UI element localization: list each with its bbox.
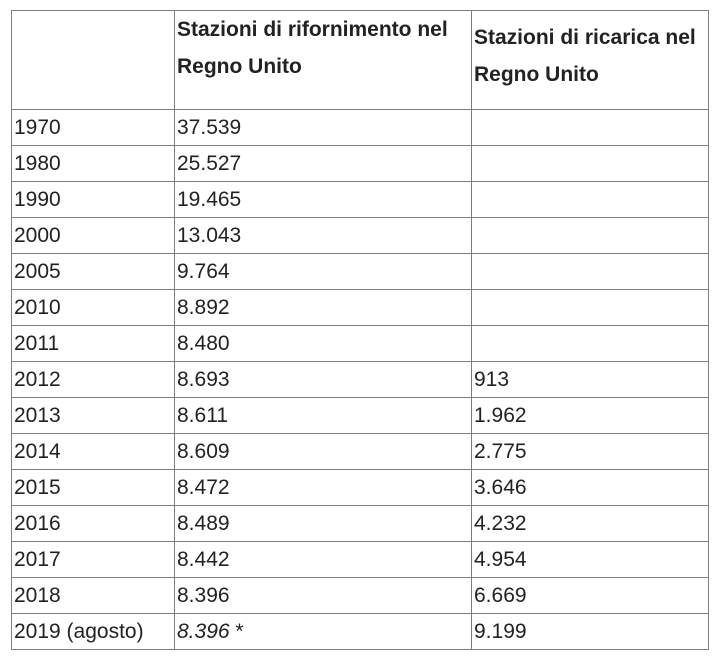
table-row: 2017 8.442 4.954 [11, 541, 709, 578]
year-cell: 2018 [11, 577, 175, 614]
table-row: 1970 37.539 [11, 109, 709, 146]
table-row: 2016 8.489 4.232 [11, 505, 709, 542]
charge-cell: 4.954 [471, 541, 709, 578]
refuel-cell: 13.043 [174, 217, 472, 254]
year-cell: 2005 [11, 253, 175, 290]
table-row: 2000 13.043 [11, 217, 709, 254]
charge-cell [471, 181, 709, 218]
table-row: 2015 8.472 3.646 [11, 469, 709, 506]
table-row: 2012 8.693 913 [11, 361, 709, 398]
refuel-cell: 8.480 [174, 325, 472, 362]
refuel-cell: 8.472 [174, 469, 472, 506]
year-cell: 2015 [11, 469, 175, 506]
charge-cell [471, 217, 709, 254]
charge-cell [471, 109, 709, 146]
refuel-cell: 8.892 [174, 289, 472, 326]
table-row: 2005 9.764 [11, 253, 709, 290]
refuel-cell: 9.764 [174, 253, 472, 290]
charge-cell: 913 [471, 361, 709, 398]
charge-cell: 1.962 [471, 397, 709, 434]
charge-cell [471, 325, 709, 362]
refuel-cell: 25.527 [174, 145, 472, 182]
year-cell: 2010 [11, 289, 175, 326]
refuel-value-estimate: 8.396 [177, 619, 230, 643]
table-header-row: Stazioni di rifornimento nel Regno Unito… [11, 10, 709, 110]
year-cell: 1980 [11, 145, 175, 182]
year-cell: 1970 [11, 109, 175, 146]
year-cell: 2011 [11, 325, 175, 362]
year-cell: 2013 [11, 397, 175, 434]
refuel-cell: 8.396 * [174, 613, 472, 650]
year-cell: 2019 (agosto) [11, 613, 175, 650]
refuel-cell: 8.609 [174, 433, 472, 470]
table-row: 2019 (agosto) 8.396 * 9.199 [11, 613, 709, 650]
charge-cell: 6.669 [471, 577, 709, 614]
charge-cell [471, 289, 709, 326]
table-row: 2013 8.611 1.962 [11, 397, 709, 434]
stations-table: Stazioni di rifornimento nel Regno Unito… [11, 10, 709, 650]
table-row: 1980 25.527 [11, 145, 709, 182]
year-cell: 1990 [11, 181, 175, 218]
refuel-cell: 8.442 [174, 541, 472, 578]
header-refuel-stations: Stazioni di rifornimento nel Regno Unito [174, 10, 472, 110]
year-cell: 2017 [11, 541, 175, 578]
header-charge-stations: Stazioni di ricarica nel Regno Unito [471, 10, 709, 110]
year-cell: 2000 [11, 217, 175, 254]
table-row: 2011 8.480 [11, 325, 709, 362]
refuel-cell: 37.539 [174, 109, 472, 146]
table-row: 2018 8.396 6.669 [11, 577, 709, 614]
header-year [11, 10, 175, 110]
year-cell: 2012 [11, 361, 175, 398]
refuel-cell: 8.693 [174, 361, 472, 398]
refuel-cell: 8.396 [174, 577, 472, 614]
charge-cell: 3.646 [471, 469, 709, 506]
table-row: 2014 8.609 2.775 [11, 433, 709, 470]
refuel-cell: 19.465 [174, 181, 472, 218]
table-row: 2010 8.892 [11, 289, 709, 326]
refuel-cell: 8.489 [174, 505, 472, 542]
charge-cell: 4.232 [471, 505, 709, 542]
table-row: 1990 19.465 [11, 181, 709, 218]
year-cell: 2016 [11, 505, 175, 542]
charge-cell [471, 253, 709, 290]
refuel-cell: 8.611 [174, 397, 472, 434]
charge-cell [471, 145, 709, 182]
footnote-marker: * [235, 619, 244, 643]
year-cell: 2014 [11, 433, 175, 470]
charge-cell: 2.775 [471, 433, 709, 470]
charge-cell: 9.199 [471, 613, 709, 650]
